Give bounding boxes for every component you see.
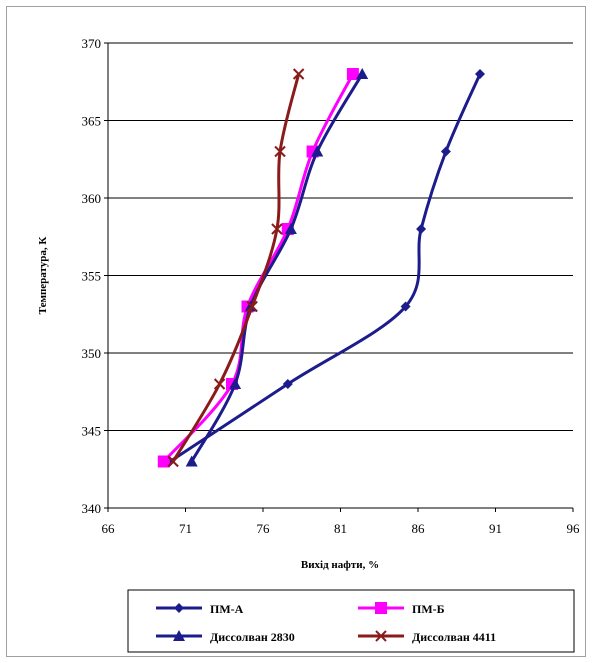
- legend-marker: [375, 630, 387, 642]
- x-tick-label: 66: [102, 521, 116, 536]
- y-tick-label: 360: [82, 191, 102, 206]
- data-point: [246, 300, 258, 313]
- data-point: [274, 145, 286, 158]
- legend-marker: [174, 603, 184, 613]
- data-point: [185, 455, 198, 467]
- y-tick-label: 340: [82, 501, 102, 516]
- x-axis-title: Вихід нафти, %: [301, 559, 379, 571]
- x-tick-label: 76: [257, 521, 271, 536]
- data-point: [400, 301, 411, 312]
- x-tick-label: 71: [179, 521, 192, 536]
- series-3: [167, 68, 305, 468]
- data-point: [213, 378, 226, 390]
- chart-frame: [6, 6, 586, 657]
- legend-entry: Диссолван 4411: [358, 630, 496, 644]
- legend-label: Диссолван 2830: [210, 630, 295, 644]
- data-point: [284, 223, 297, 234]
- series-line: [190, 73, 364, 463]
- legend-label: Диссолван 4411: [412, 630, 496, 644]
- x-tick-label: 96: [567, 521, 581, 536]
- legend-label: ПМ-Б: [412, 602, 445, 616]
- x-tick-label: 81: [334, 521, 347, 536]
- data-point: [311, 145, 324, 157]
- legend-marker: [173, 630, 185, 641]
- data-point: [356, 68, 369, 79]
- legend-entry: ПМ-А: [156, 602, 244, 616]
- y-tick-label: 365: [82, 114, 102, 129]
- data-point: [475, 69, 485, 79]
- legend-entry: Диссолван 2830: [156, 630, 295, 644]
- series-layer: [157, 68, 485, 468]
- x-tick-label: 91: [489, 521, 502, 536]
- legend-box: [127, 589, 575, 653]
- data-point: [271, 223, 283, 235]
- data-point: [292, 68, 305, 80]
- legend-label: ПМ-А: [210, 602, 244, 616]
- data-point: [440, 146, 451, 157]
- y-axis-title: Температура, К: [37, 237, 49, 315]
- series-line: [171, 73, 301, 463]
- y-tick-label: 355: [82, 269, 102, 284]
- data-point: [157, 455, 170, 468]
- legend-layer: ПМ-А ПМ-Б Диссолван 2830 Диссолван 4411: [127, 589, 575, 653]
- y-tick-label: 345: [82, 424, 102, 439]
- y-tick-label: 350: [82, 346, 102, 361]
- data-point: [346, 68, 359, 80]
- series-line: [169, 73, 482, 463]
- y-tick-label: 370: [82, 36, 102, 51]
- legend-entry: ПМ-Б: [358, 602, 445, 616]
- axis-layer: 340 345 350 355 360 365 370 66 71 76 81 86 91 96: [82, 36, 581, 536]
- x-tick-label: 86: [412, 521, 426, 536]
- legend-marker: [375, 602, 387, 614]
- data-point: [416, 224, 427, 234]
- data-point: [282, 379, 293, 389]
- grid-layer: [108, 42, 573, 509]
- series-2: [185, 68, 369, 467]
- data-point: [167, 455, 179, 468]
- data-point: [229, 378, 242, 389]
